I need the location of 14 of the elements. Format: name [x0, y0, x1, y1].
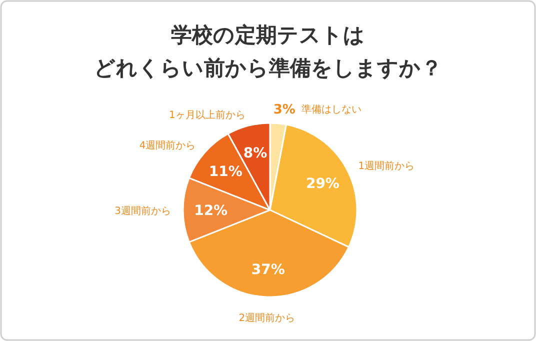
slice-label: 2週間前から	[238, 312, 296, 324]
data-label: 29%	[306, 176, 340, 192]
slice-label: 準備はしない	[301, 103, 362, 116]
slice-label: 1週間前から	[358, 160, 415, 172]
chart-subtitle: どれくらい前から準備をしますか？	[94, 56, 442, 80]
data-label: 12%	[194, 203, 228, 219]
slice-label: 3週間前から	[114, 205, 171, 217]
data-label: 11%	[208, 164, 242, 180]
slice-label: 4週間前から	[139, 140, 196, 152]
chart-title: 学校の定期テストは	[171, 23, 365, 47]
data-label: 3%	[273, 102, 296, 118]
data-label: 8%	[243, 146, 268, 162]
slice-label: 1ヶ月以上前から	[169, 109, 246, 122]
data-label: 37%	[251, 262, 285, 278]
